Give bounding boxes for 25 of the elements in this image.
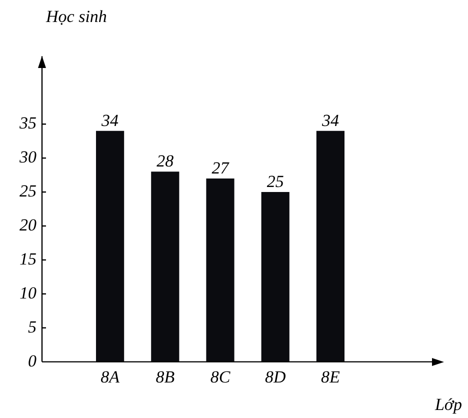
y-tick-label: 25	[20, 181, 36, 200]
y-tick-label: 20	[20, 215, 37, 234]
bar	[151, 172, 180, 362]
bar	[96, 130, 124, 362]
y-tick-label: 5	[28, 317, 36, 336]
x-tick-label: 8E	[321, 367, 341, 386]
y-tick-label: 10	[20, 283, 37, 302]
x-tick-label: 8B	[156, 367, 176, 386]
bar	[261, 192, 290, 362]
y-tick-label: 35	[18, 114, 36, 133]
x-tick-label: 8A	[100, 367, 120, 386]
x-axis-title: Lớp	[434, 395, 462, 414]
y-tick-label: 0	[28, 351, 37, 370]
x-tick-label: 8D	[264, 367, 286, 386]
data-label: 27	[212, 158, 230, 178]
y-axis-title: Học sinh	[45, 7, 107, 26]
data-label: 34	[100, 110, 120, 130]
bar	[316, 130, 344, 362]
bar	[206, 178, 234, 362]
y-tick-label: 15	[20, 249, 36, 268]
x-tick-label: 8C	[210, 367, 231, 386]
data-label: 25	[266, 172, 284, 191]
data-label: 28	[156, 152, 174, 171]
y-tick-label: 30	[18, 148, 37, 167]
data-label: 34	[320, 110, 340, 130]
